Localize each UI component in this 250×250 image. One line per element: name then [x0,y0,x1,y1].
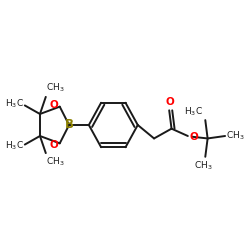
Text: B: B [64,118,74,132]
Text: H$_3$C: H$_3$C [184,105,203,118]
Text: CH$_3$: CH$_3$ [46,82,65,94]
Text: O: O [166,98,174,108]
Text: H$_3$C: H$_3$C [5,98,24,110]
Text: CH$_3$: CH$_3$ [194,159,212,172]
Text: O: O [50,140,58,149]
Text: H$_3$C: H$_3$C [5,140,24,152]
Text: CH$_3$: CH$_3$ [46,156,65,168]
Text: O: O [190,132,198,142]
Text: CH$_3$: CH$_3$ [226,129,244,141]
Text: O: O [50,100,58,110]
